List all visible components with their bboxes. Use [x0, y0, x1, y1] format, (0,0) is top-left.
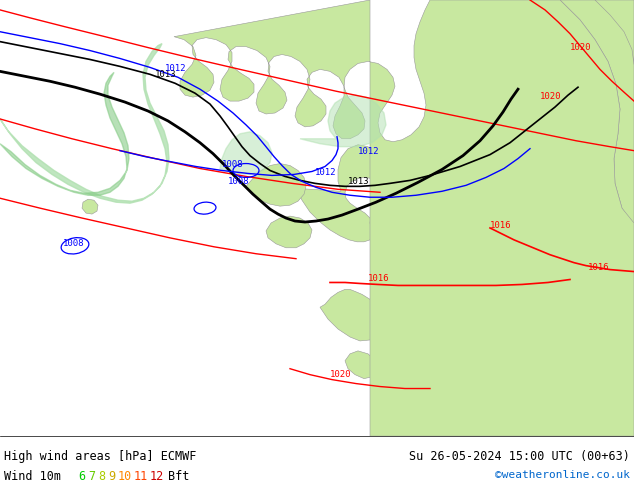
Text: 1016: 1016 [368, 274, 389, 284]
Polygon shape [220, 132, 272, 174]
Text: Bft: Bft [168, 470, 190, 483]
Polygon shape [246, 164, 306, 206]
Polygon shape [0, 44, 169, 203]
Text: 10: 10 [118, 470, 133, 483]
Text: Wind 10m: Wind 10m [4, 470, 61, 483]
Text: 12: 12 [150, 470, 164, 483]
Text: 9: 9 [108, 470, 115, 483]
Text: Su 26-05-2024 15:00 UTC (00+63): Su 26-05-2024 15:00 UTC (00+63) [409, 450, 630, 463]
Polygon shape [82, 199, 98, 214]
Polygon shape [0, 73, 129, 195]
Text: 1012: 1012 [165, 64, 186, 74]
Text: 1016: 1016 [490, 221, 512, 230]
Text: 1016: 1016 [588, 263, 609, 271]
Text: 1013: 1013 [348, 177, 370, 186]
Polygon shape [266, 216, 312, 248]
Text: 1020: 1020 [540, 92, 562, 101]
Polygon shape [320, 290, 383, 341]
Text: 1012: 1012 [358, 147, 380, 156]
Text: 1008: 1008 [222, 160, 243, 169]
Text: 1020: 1020 [570, 43, 592, 51]
Text: 1013: 1013 [155, 70, 176, 79]
Polygon shape [174, 0, 634, 436]
Text: 1020: 1020 [330, 369, 351, 379]
Polygon shape [296, 145, 590, 242]
Text: 6: 6 [78, 470, 85, 483]
Text: 1008: 1008 [228, 177, 250, 186]
Text: ©weatheronline.co.uk: ©weatheronline.co.uk [495, 470, 630, 480]
Polygon shape [595, 0, 634, 64]
Polygon shape [345, 351, 379, 379]
Polygon shape [300, 95, 386, 147]
Text: 8: 8 [98, 470, 105, 483]
Text: High wind areas [hPa] ECMWF: High wind areas [hPa] ECMWF [4, 450, 197, 463]
Text: 1012: 1012 [315, 169, 337, 177]
Text: 1008: 1008 [63, 239, 84, 248]
Text: 11: 11 [134, 470, 148, 483]
Text: 7: 7 [88, 470, 95, 483]
Polygon shape [560, 0, 634, 228]
